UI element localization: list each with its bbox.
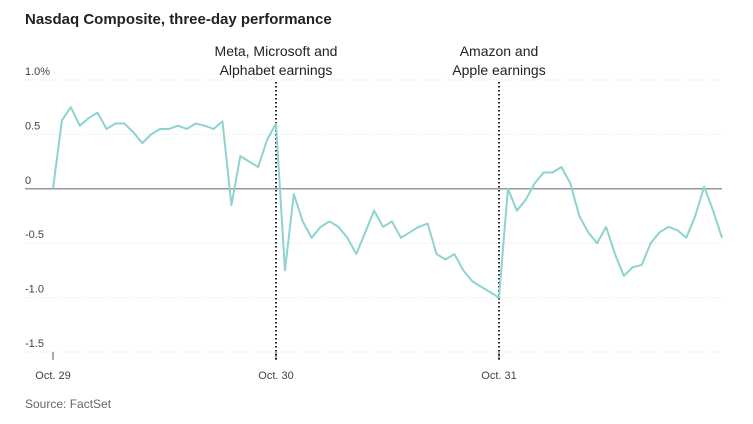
x-tick-label: Oct. 29 [35, 370, 70, 382]
y-tick-label: -0.5 [25, 229, 44, 241]
annotation-text: Amazon and [460, 43, 539, 59]
y-tick-label: 0.5 [25, 120, 40, 132]
annotation-text: Meta, Microsoft and [215, 43, 338, 59]
x-tick-label: Oct. 31 [481, 370, 516, 382]
x-tick-label: Oct. 30 [258, 370, 293, 382]
y-tick-label: 0 [25, 175, 31, 187]
source: Source: FactSet [25, 397, 112, 411]
line [52, 106, 723, 299]
y-tick-label: -1.5 [25, 338, 44, 350]
chart-title: Nasdaq Composite, three-day performance [25, 11, 332, 28]
y-tick-label: 1.0% [25, 66, 50, 78]
y-tick-label: -1.0 [25, 284, 44, 296]
annotation-text: Alphabet earnings [220, 62, 333, 78]
annotation-text: Apple earnings [452, 62, 545, 78]
